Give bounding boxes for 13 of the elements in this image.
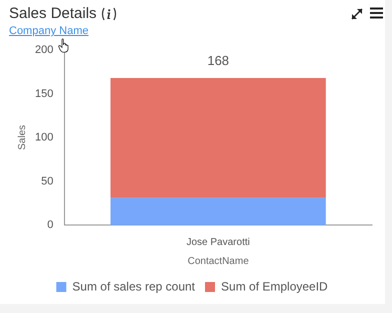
legend-label: Sum of sales rep count: [72, 279, 196, 294]
x-axis-title: ContactName: [188, 256, 250, 267]
legend-label: Sum of EmployeeID: [221, 279, 328, 294]
total-label: 168: [207, 53, 230, 68]
y-tick-label: 0: [47, 219, 54, 232]
y-tick-label: 200: [34, 44, 54, 56]
y-tick-label: 50: [41, 175, 54, 188]
chart-subtitle: Company Name: [9, 25, 88, 37]
x-tick-label: Jose Pavarotti: [186, 236, 250, 248]
y-tick-label: 100: [34, 132, 54, 144]
y-axis-title: Sales: [16, 124, 28, 150]
chart-title: Sales Details: [9, 5, 97, 22]
y-tick-label: 150: [34, 88, 54, 100]
